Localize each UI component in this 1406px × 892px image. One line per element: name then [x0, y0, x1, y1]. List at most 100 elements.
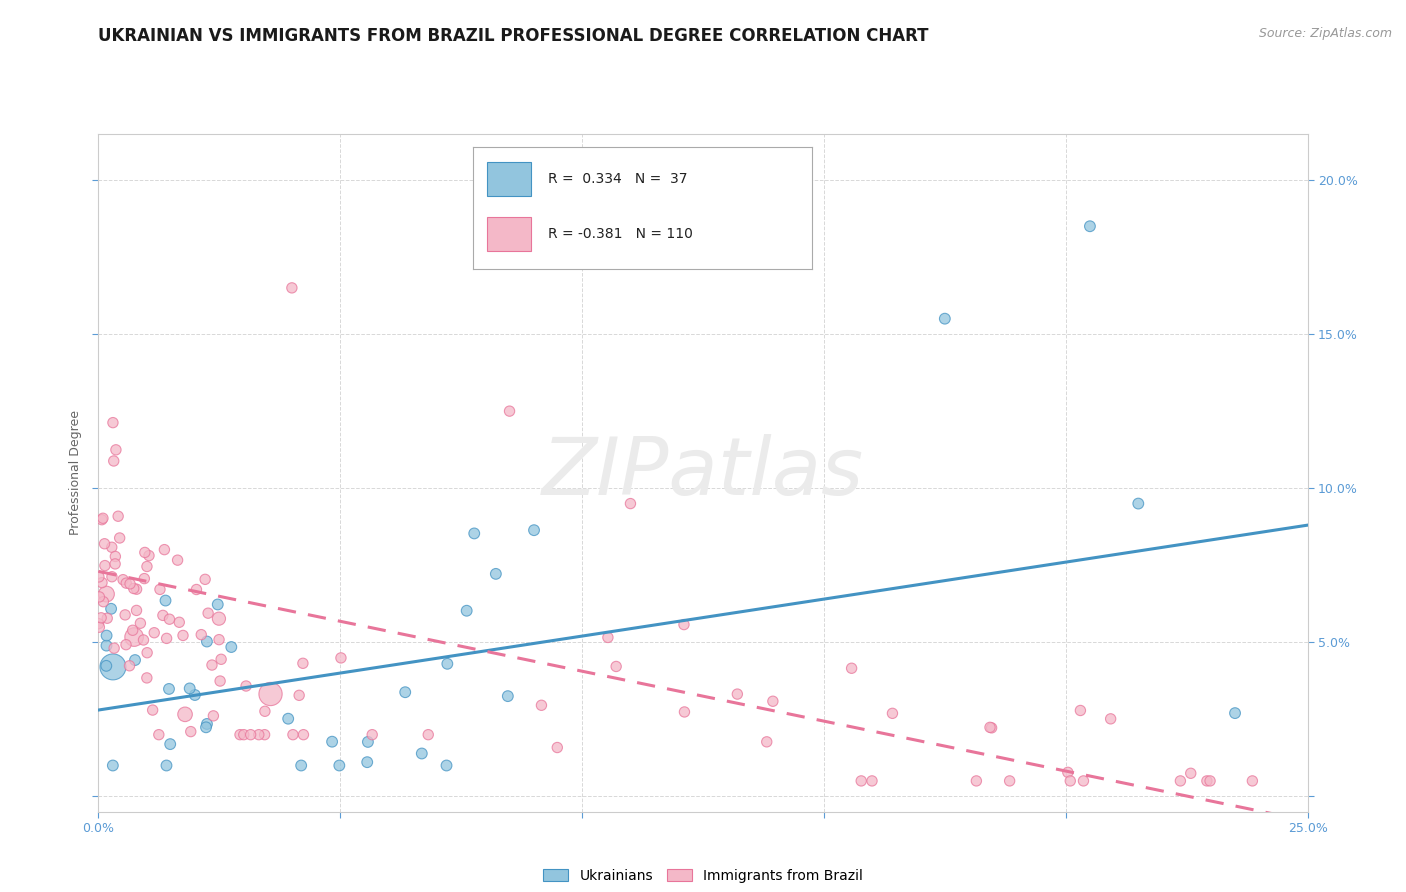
Legend: Ukrainians, Immigrants from Brazil: Ukrainians, Immigrants from Brazil	[543, 869, 863, 883]
Point	[1069, 704, 1091, 718]
Point	[101, 660, 124, 674]
Point	[979, 720, 1001, 734]
Point	[107, 509, 129, 524]
Point	[155, 593, 177, 607]
Point	[605, 659, 627, 673]
Point	[134, 572, 156, 586]
Point	[91, 575, 114, 590]
Point	[485, 566, 508, 581]
Point	[1241, 773, 1264, 788]
Point	[209, 652, 232, 666]
Point	[100, 541, 122, 555]
Point	[108, 531, 131, 545]
Point	[357, 735, 380, 749]
Point	[104, 442, 127, 457]
Point	[157, 681, 180, 696]
Point	[96, 629, 118, 643]
Point	[436, 758, 458, 772]
Point	[232, 728, 254, 742]
Point	[129, 616, 152, 631]
Point	[209, 673, 232, 688]
Text: Source: ZipAtlas.com: Source: ZipAtlas.com	[1258, 27, 1392, 40]
Point	[934, 311, 956, 326]
Point	[174, 707, 197, 722]
Point	[329, 651, 352, 665]
Point	[121, 624, 143, 638]
Point	[229, 728, 252, 742]
Point	[184, 688, 207, 702]
Point	[672, 617, 695, 632]
Point	[619, 497, 641, 511]
Point	[172, 628, 194, 642]
Point	[1170, 773, 1192, 788]
Point	[124, 653, 146, 667]
Point	[882, 706, 904, 721]
Point	[143, 625, 166, 640]
Point	[96, 639, 118, 653]
Point	[103, 454, 125, 468]
Point	[90, 611, 112, 625]
Point	[148, 728, 170, 742]
Point	[998, 773, 1021, 788]
Point	[762, 694, 785, 708]
Point	[96, 658, 118, 673]
Point	[207, 598, 229, 612]
Point	[281, 728, 304, 742]
Point	[89, 620, 111, 634]
Point	[1223, 706, 1246, 720]
Point	[253, 728, 276, 742]
Point	[1199, 773, 1222, 788]
Point	[1180, 766, 1202, 780]
Point	[96, 587, 118, 601]
Point	[134, 545, 156, 559]
Point	[135, 671, 157, 685]
Point	[125, 603, 148, 617]
Point	[152, 608, 174, 623]
Point	[361, 728, 384, 742]
Point	[115, 576, 138, 591]
Point	[122, 630, 145, 644]
Point	[138, 549, 160, 563]
Point	[1056, 765, 1078, 780]
Point	[546, 740, 568, 755]
Point	[100, 602, 122, 616]
Point	[290, 758, 312, 772]
Point	[456, 604, 478, 618]
Point	[239, 728, 262, 742]
Point	[980, 721, 1002, 735]
Point	[328, 758, 350, 772]
Point	[101, 758, 124, 772]
Point	[851, 773, 873, 788]
Point	[104, 549, 127, 564]
Point	[104, 557, 127, 571]
Point	[1195, 773, 1218, 788]
Point	[321, 734, 343, 748]
Point	[208, 612, 231, 626]
Point	[291, 657, 314, 671]
Point	[288, 689, 311, 703]
Point	[94, 558, 117, 573]
Point	[755, 735, 778, 749]
Point	[208, 632, 231, 647]
Point	[221, 640, 243, 654]
Point	[166, 553, 188, 567]
Point	[149, 582, 172, 597]
Point	[498, 404, 520, 418]
Point	[277, 712, 299, 726]
Point	[202, 709, 225, 723]
Point	[463, 526, 485, 541]
Point	[169, 615, 191, 630]
Point	[118, 577, 141, 591]
Point	[179, 681, 201, 696]
Point	[195, 717, 218, 731]
Point	[159, 737, 181, 751]
Point	[201, 658, 224, 673]
Point	[195, 634, 218, 648]
Point	[1078, 219, 1101, 234]
Point	[530, 698, 553, 713]
Point	[136, 559, 159, 574]
Point	[523, 523, 546, 537]
Point	[195, 720, 218, 734]
Point	[122, 582, 145, 596]
Point	[186, 582, 208, 597]
